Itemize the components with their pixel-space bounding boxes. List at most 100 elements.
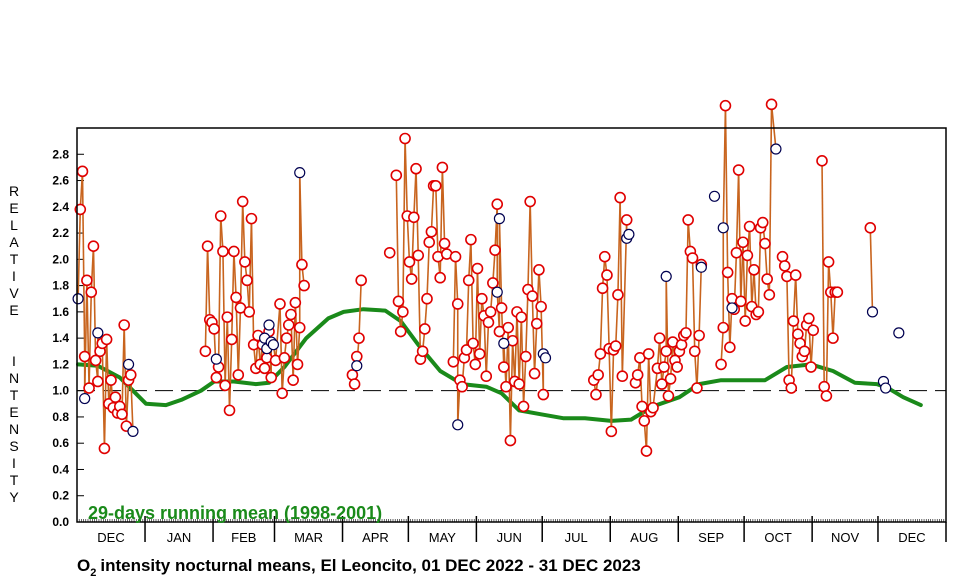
observed-point (818, 380, 831, 393)
x-tick-label: JUL (565, 530, 588, 545)
connector-segment (454, 256, 459, 305)
observed-point (278, 352, 291, 364)
connector-segment (441, 167, 446, 244)
connector-segment (228, 339, 233, 411)
observed-point (298, 279, 310, 292)
observed-point (355, 274, 367, 287)
flagged-point (539, 352, 552, 364)
observed-point (199, 345, 212, 358)
observed-point (467, 337, 479, 350)
observed-point (741, 249, 754, 262)
y-tick-label: 0.0 (52, 515, 69, 529)
x-axis-title-prefix: O (77, 556, 90, 575)
observed-point (500, 380, 512, 393)
observed-point (658, 361, 670, 373)
connector-segment (274, 303, 281, 361)
connector-segment (524, 289, 529, 357)
observed-point (241, 274, 253, 287)
observed-point (469, 358, 482, 371)
flagged-point (770, 143, 782, 155)
connector-segment (478, 298, 483, 354)
observed-point (816, 155, 828, 167)
observed-point (592, 369, 604, 381)
observed-point (491, 198, 504, 210)
y-axis-label-letter: T (10, 472, 19, 488)
observed-point (724, 341, 736, 354)
connector-segment (869, 227, 874, 312)
observed-point (778, 260, 791, 272)
observed-point (616, 370, 629, 383)
observed-point (87, 240, 100, 252)
observed-point (721, 266, 734, 279)
connector-segment (509, 340, 514, 441)
observed-point (243, 306, 256, 318)
observed-point (471, 262, 484, 275)
observed-point (642, 348, 655, 360)
connector-segment (434, 185, 439, 257)
observed-point (671, 361, 683, 373)
y-axis-label-letter: E (9, 404, 18, 420)
observed-point (822, 256, 835, 268)
observed-point (124, 369, 137, 381)
flagged-point (717, 222, 729, 234)
flagged-point (263, 319, 275, 331)
connector-segment (430, 185, 435, 232)
observed-point (78, 350, 91, 363)
connector-segment (298, 172, 303, 265)
observed-point (421, 292, 433, 305)
observed-point (232, 369, 245, 381)
observed-point (515, 311, 528, 323)
observed-point (419, 323, 431, 335)
observed-point (820, 390, 833, 402)
connector-segment (658, 338, 663, 385)
observed-point (594, 348, 607, 360)
observed-point (759, 237, 771, 250)
connector-segment (810, 330, 815, 368)
x-tick-label: DEC (97, 530, 124, 545)
y-axis-label-letter: I (12, 268, 16, 284)
observed-point (399, 132, 411, 145)
observed-point (662, 390, 675, 402)
observed-point (533, 264, 545, 276)
x-tick-label: MAY (429, 530, 457, 545)
observed-point (682, 214, 694, 226)
y-axis-label-letter: N (9, 370, 19, 386)
observed-point (691, 382, 703, 394)
flagged-point (127, 425, 139, 437)
observed-point (739, 315, 752, 327)
observed-point (280, 332, 293, 344)
connector-segment (538, 269, 542, 307)
connector-segment (764, 243, 768, 280)
observed-point (276, 387, 288, 400)
flagged-point (294, 167, 306, 179)
observed-point (612, 288, 624, 301)
observed-point (513, 378, 525, 390)
connector-segment (410, 217, 415, 280)
y-axis-label-letter: E (9, 302, 18, 318)
observed-point (346, 369, 359, 381)
observed-point (76, 165, 89, 178)
flagged-point (122, 358, 135, 370)
connector-segment (470, 239, 474, 344)
flagged-point (498, 337, 510, 349)
observed-point (219, 379, 231, 392)
observed-point (225, 333, 238, 346)
observed-point (98, 442, 111, 455)
observed-point (656, 378, 668, 390)
connector-segment (296, 327, 301, 365)
observed-point (530, 317, 543, 330)
connector-segment (485, 322, 490, 377)
observed-point (640, 445, 653, 457)
y-axis-label-letter: Y (9, 489, 19, 505)
y-axis-label-letter: N (9, 421, 19, 437)
connector-segment (452, 256, 457, 362)
observed-point (732, 164, 745, 176)
observed-point (412, 249, 425, 262)
y-axis-label-letter: R (9, 183, 19, 199)
observed-point (83, 382, 95, 394)
observed-point (296, 258, 308, 271)
observed-point (293, 321, 306, 334)
connector-segment (206, 246, 211, 320)
connector-segment (645, 353, 650, 452)
connector-segment (358, 280, 362, 339)
